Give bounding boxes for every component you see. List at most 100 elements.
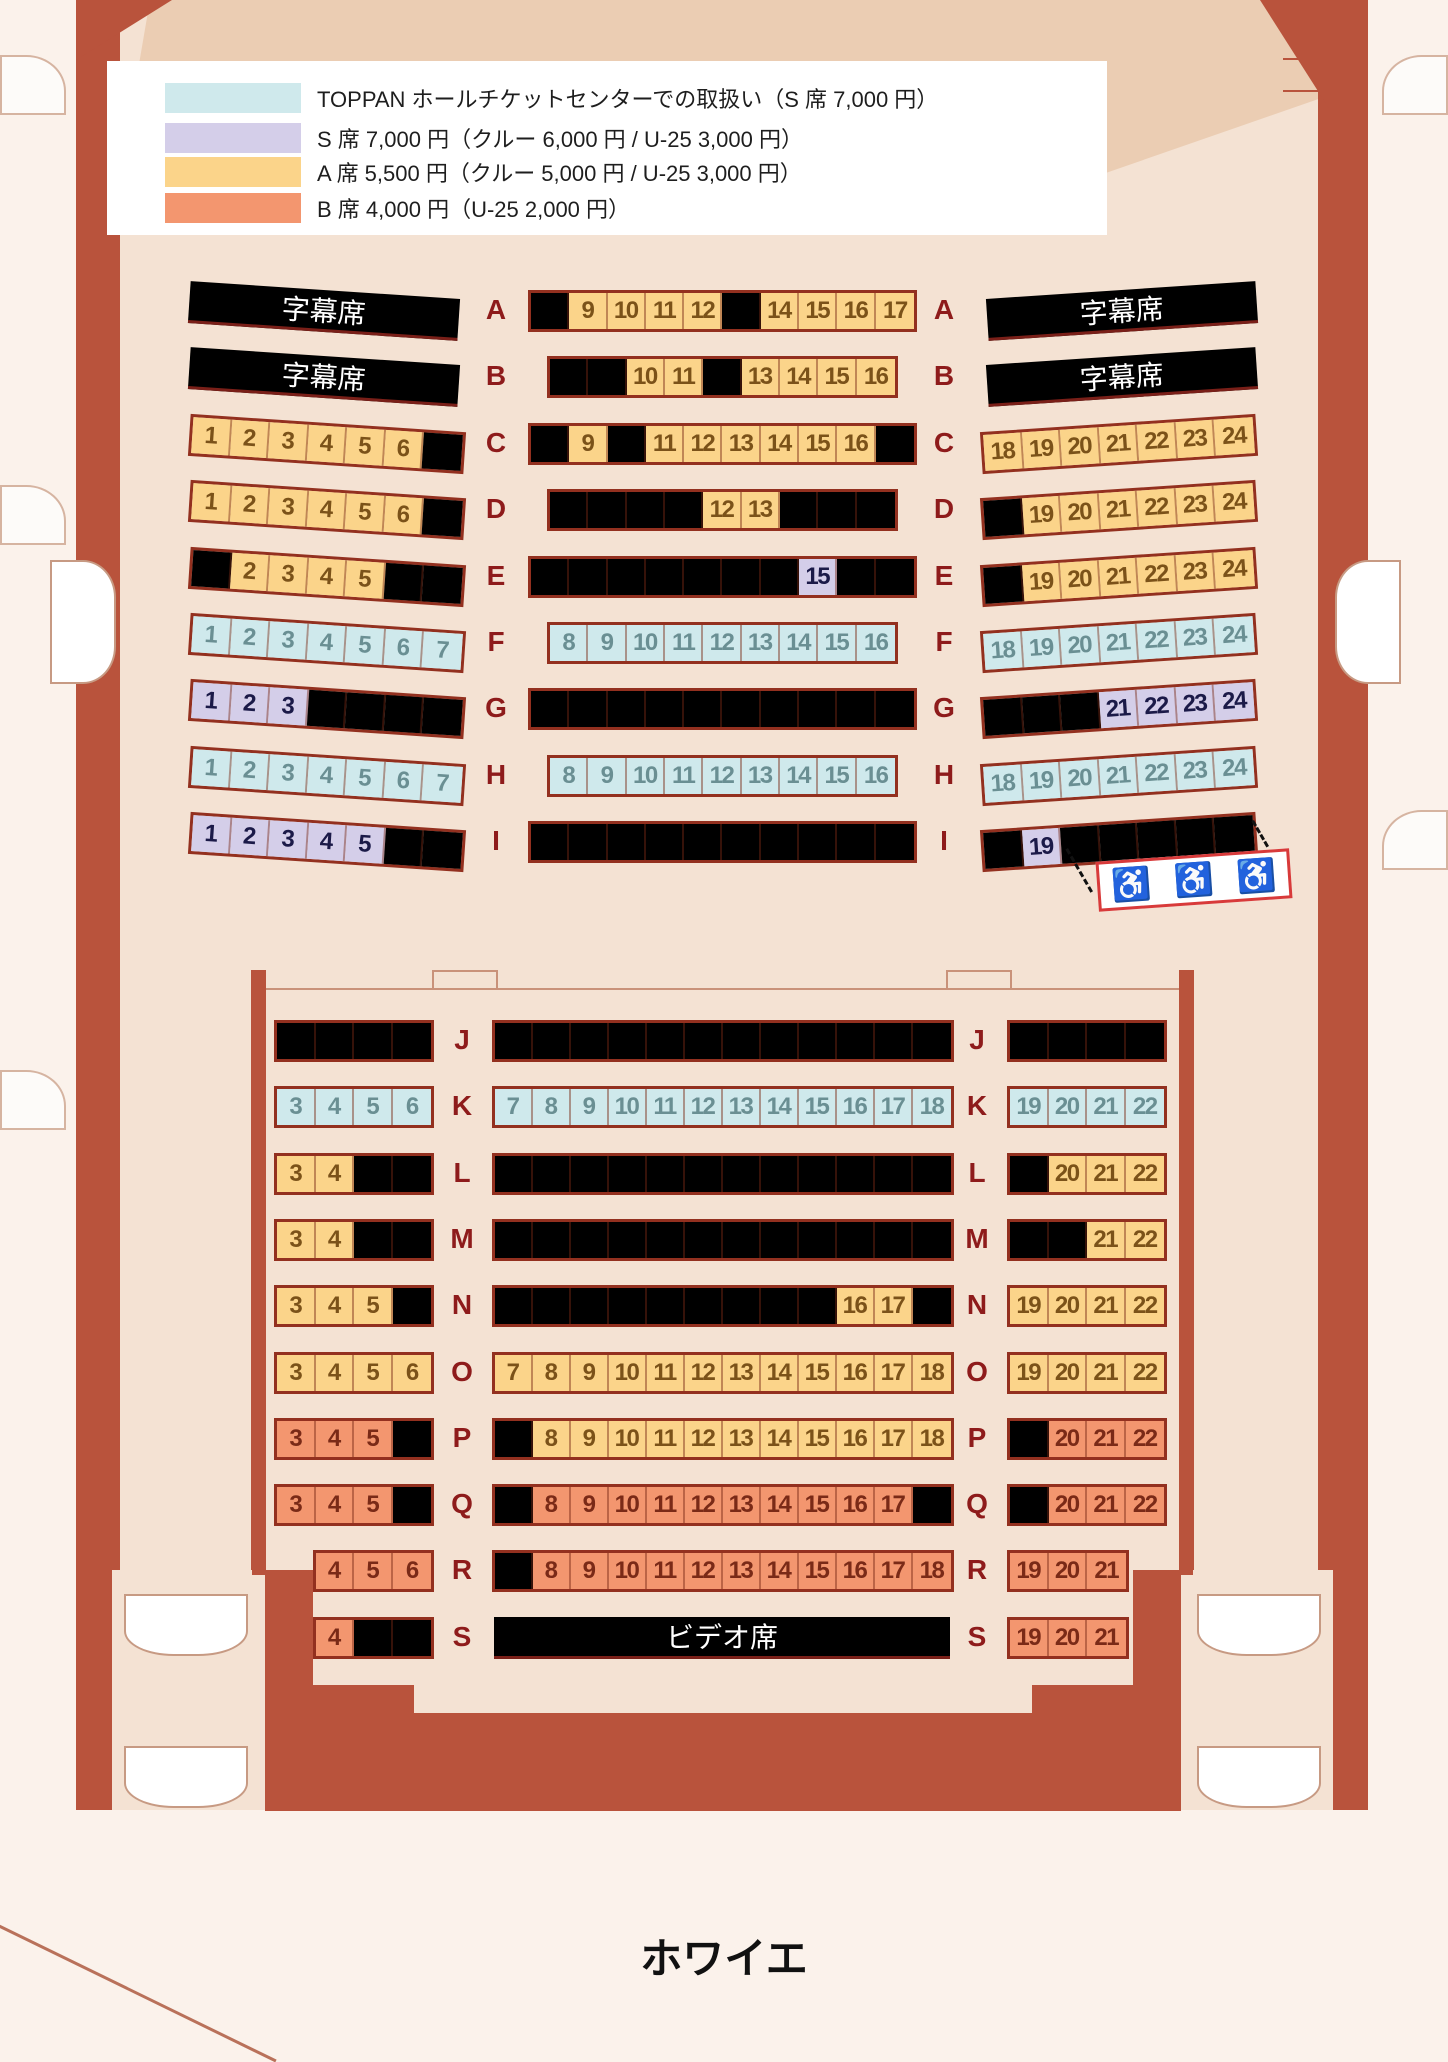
seat-9[interactable]: 9 [570,1354,609,1391]
seat-24[interactable]: 24 [1213,682,1254,721]
seat-10[interactable]: 10 [608,1354,647,1391]
seat-16[interactable]: 16 [836,1487,875,1524]
seat-23[interactable]: 23 [1174,618,1216,658]
seat-3[interactable]: 3 [267,488,309,527]
seat-9[interactable]: 9 [570,1553,609,1590]
seat-24[interactable]: 24 [1213,549,1254,589]
seat-11[interactable]: 11 [646,1354,685,1391]
seat-11[interactable]: 11 [646,1420,685,1457]
seat-2[interactable]: 2 [229,485,271,525]
seat-1[interactable]: 1 [191,748,232,788]
seat-13[interactable]: 13 [722,1354,761,1391]
seat-11[interactable]: 11 [645,425,685,462]
seat-15[interactable]: 15 [798,1089,837,1126]
seat-15[interactable]: 15 [818,757,857,794]
seat-5[interactable]: 5 [354,1089,393,1126]
seat-3[interactable]: 3 [267,422,309,461]
seat-2[interactable]: 2 [229,751,271,790]
seat-9[interactable]: 9 [570,1487,609,1524]
seat-19[interactable]: 19 [1010,1089,1049,1126]
seat-2[interactable]: 2 [229,618,271,658]
seat-10[interactable]: 10 [626,625,666,661]
seat-17[interactable]: 17 [874,1420,913,1457]
seat-3[interactable]: 3 [267,687,309,727]
seat-21[interactable]: 21 [1097,756,1139,796]
seat-10[interactable]: 10 [607,293,646,329]
seat-16[interactable]: 16 [836,1553,875,1590]
seat-11[interactable]: 11 [646,1487,685,1524]
seat-5[interactable]: 5 [344,825,386,864]
seat-12[interactable]: 12 [684,1354,723,1391]
seat-15[interactable]: 15 [798,1420,837,1457]
seat-8[interactable]: 8 [532,1553,571,1590]
seat-6[interactable]: 6 [383,496,424,535]
seat-7[interactable]: 7 [421,764,463,803]
seat-18[interactable]: 18 [982,631,1024,670]
seat-20[interactable]: 20 [1048,1354,1087,1391]
seat-1[interactable]: 1 [191,616,232,655]
seat-3[interactable]: 3 [277,1354,316,1391]
seat-12[interactable]: 12 [684,425,723,462]
seat-22[interactable]: 22 [1136,754,1178,793]
rear-door-left-2[interactable] [124,1746,248,1808]
seat-9[interactable]: 9 [569,425,608,462]
seat-4[interactable]: 4 [315,1553,354,1590]
seat-7[interactable]: 7 [494,1354,533,1391]
seat-19[interactable]: 19 [1021,562,1062,601]
seat-4[interactable]: 4 [315,1619,354,1656]
seat-16[interactable]: 16 [836,1354,875,1391]
seat-18[interactable]: 18 [912,1354,951,1391]
seat-14[interactable]: 14 [760,1487,799,1524]
seat-13[interactable]: 13 [722,1487,761,1524]
seat-17[interactable]: 17 [874,1089,913,1126]
seat-21[interactable]: 21 [1097,623,1139,663]
seat-14[interactable]: 14 [760,1553,799,1590]
seat-15[interactable]: 15 [798,1354,837,1391]
seat-10[interactable]: 10 [626,757,666,794]
seat-3[interactable]: 3 [277,1288,316,1325]
seat-4[interactable]: 4 [315,1221,354,1258]
seat-17[interactable]: 17 [874,1354,913,1391]
seat-14[interactable]: 14 [760,293,800,329]
seat-22[interactable]: 22 [1136,554,1178,594]
seat-6[interactable]: 6 [383,429,424,469]
seat-15[interactable]: 15 [798,1553,837,1590]
seat-12[interactable]: 12 [703,757,742,794]
seat-12[interactable]: 12 [684,1089,723,1126]
seat-3[interactable]: 3 [267,554,309,594]
seat-21[interactable]: 21 [1087,1089,1126,1126]
seat-16[interactable]: 16 [856,359,895,396]
seat-23[interactable]: 23 [1174,685,1216,724]
seat-15[interactable]: 15 [799,425,838,462]
seat-11[interactable]: 11 [646,1553,685,1590]
seat-8[interactable]: 8 [550,625,589,661]
seat-20[interactable]: 20 [1059,427,1101,466]
seat-3[interactable]: 3 [277,1420,316,1457]
seat-1[interactable]: 1 [191,483,232,522]
seat-13[interactable]: 13 [741,492,780,529]
seat-22[interactable]: 22 [1136,621,1178,660]
seat-11[interactable]: 11 [665,757,704,794]
seat-14[interactable]: 14 [760,425,800,462]
seat-16[interactable]: 16 [837,425,876,462]
seat-5[interactable]: 5 [354,1553,393,1590]
seat-22[interactable]: 22 [1125,1354,1164,1391]
seat-18[interactable]: 18 [982,432,1024,471]
seat-8[interactable]: 8 [532,1420,571,1457]
seat-21[interactable]: 21 [1087,1619,1126,1656]
side-door-right[interactable] [1335,560,1401,684]
seat-17[interactable]: 17 [874,1487,913,1524]
seat-21[interactable]: 21 [1087,1553,1126,1590]
seat-4[interactable]: 4 [315,1155,354,1192]
seat-4[interactable]: 4 [306,623,348,663]
seat-4[interactable]: 4 [315,1089,354,1126]
seat-6[interactable]: 6 [383,628,424,668]
seat-9[interactable]: 9 [570,1420,609,1457]
seat-13[interactable]: 13 [741,757,780,794]
seat-13[interactable]: 13 [741,359,780,396]
seat-11[interactable]: 11 [646,1089,685,1126]
seat-20[interactable]: 20 [1059,559,1101,599]
seat-8[interactable]: 8 [532,1487,571,1524]
seat-16[interactable]: 16 [836,1288,875,1325]
seat-9[interactable]: 9 [588,757,627,794]
